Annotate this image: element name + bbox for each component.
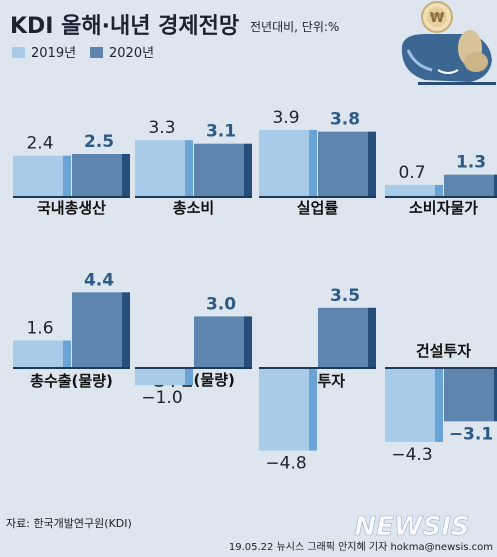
data-label: 2.4 xyxy=(26,134,53,154)
baseline xyxy=(13,367,130,369)
source-note: 자료: 한국개발연구원(KDI) xyxy=(6,517,132,530)
baseline xyxy=(135,196,252,198)
bar-side-2020년 xyxy=(122,292,130,368)
data-label: 2.5 xyxy=(84,132,114,152)
data-label: −3.1 xyxy=(449,424,493,444)
data-label: 3.0 xyxy=(206,294,236,314)
baseline xyxy=(13,196,130,198)
panel-title: 소비자물가 xyxy=(409,199,478,217)
bar-2020년 xyxy=(194,143,244,197)
panel-title: 국내총생산 xyxy=(37,199,106,217)
bar-2019년 xyxy=(13,155,63,197)
data-label: −4.8 xyxy=(265,454,306,474)
panel-6: 총수입(물량)−1.03.0 xyxy=(135,294,252,408)
legend-swatch-2019 xyxy=(12,47,25,58)
bar-side-2020년 xyxy=(244,316,252,368)
panel-title: 건설투자 xyxy=(416,342,471,360)
panel-7: 설비투자−4.83.5 xyxy=(259,286,376,474)
data-label: −1.0 xyxy=(141,388,182,408)
legend-swatch-2020 xyxy=(90,47,103,58)
page-subtitle: 전년대비, 단위:% xyxy=(250,20,339,34)
legend: 2019년 2020년 xyxy=(12,46,154,61)
bar-2020년 xyxy=(72,292,122,368)
bar-side-2020년 xyxy=(122,154,130,197)
data-label: 4.4 xyxy=(84,270,114,290)
bar-2019년 xyxy=(13,340,63,368)
bar-2019년 xyxy=(135,140,185,197)
bar-2020년 xyxy=(318,307,368,368)
bar-2019년 xyxy=(259,368,309,451)
baseline xyxy=(259,367,376,369)
graphic-credit: 19.05.22 뉴시스 그래픽 안지혜 기자 hokma@newsis.com xyxy=(229,541,493,553)
bar-side-2019년 xyxy=(63,155,71,197)
bar-side-2019년 xyxy=(309,368,317,451)
panel-2: 총소비 3.3 3.1 xyxy=(135,118,252,217)
bar-side-2019년 xyxy=(185,368,193,386)
bar-2019년 xyxy=(259,129,309,197)
baseline xyxy=(135,367,252,369)
data-label: 0.7 xyxy=(398,163,425,183)
bar-2020년 xyxy=(72,154,122,197)
baseline xyxy=(385,196,497,198)
bar-side-2020년 xyxy=(494,174,497,197)
panel-5: 총수출(물량) 1.6 4.4 xyxy=(13,270,130,390)
chart-panels: 국내총생산 2.4 2.5 총소비 3.3 3.1 실업률 3.9 3.8 소비자물가 0.7 1.3… xyxy=(13,108,497,474)
data-label: 3.8 xyxy=(330,110,360,130)
bar-side-2019년 xyxy=(435,368,443,442)
data-label: 3.9 xyxy=(272,108,299,128)
bar-2019년 xyxy=(385,368,435,442)
bar-2020년 xyxy=(194,316,244,368)
legend-label-2019: 2019년 xyxy=(31,46,76,61)
bar-2020년 xyxy=(318,131,368,197)
panel-title: 실업률 xyxy=(297,199,339,217)
bar-side-2020년 xyxy=(244,143,252,197)
data-label: −4.3 xyxy=(391,445,432,465)
newsis-watermark: NEWSIS xyxy=(354,512,469,542)
bar-side-2019년 xyxy=(435,184,443,197)
data-label: 3.3 xyxy=(148,118,175,138)
data-label: 1.3 xyxy=(456,153,486,173)
panel-8: 건설투자 −4.3 −3.1 xyxy=(385,342,497,465)
panel-title: 총소비 xyxy=(173,199,214,217)
bar-side-2019년 xyxy=(185,140,193,197)
panel-4: 소비자물가 0.7 1.3 xyxy=(385,153,497,217)
data-label: 1.6 xyxy=(26,318,53,338)
data-label: 3.5 xyxy=(330,286,360,306)
panel-1: 국내총생산 2.4 2.5 xyxy=(13,132,130,217)
baseline xyxy=(259,196,376,198)
legend-label-2020: 2020년 xyxy=(109,46,154,61)
bar-2020년 xyxy=(444,174,494,197)
panel-title: 총수출(물량) xyxy=(30,372,113,390)
bar-side-2020년 xyxy=(368,307,376,368)
bar-side-2020년 xyxy=(494,368,497,422)
bar-side-2020년 xyxy=(368,131,376,197)
bar-side-2019년 xyxy=(309,129,317,197)
panel-3: 실업률 3.9 3.8 xyxy=(259,108,376,217)
bar-2020년 xyxy=(444,368,494,422)
svg-text:₩: ₩ xyxy=(430,11,445,26)
page-title: KDI 올해·내년 경제전망 xyxy=(10,14,239,39)
piggy-bank-coin-icon: ₩ xyxy=(401,1,496,85)
data-label: 3.1 xyxy=(206,122,236,142)
bar-2019년 xyxy=(135,368,185,386)
baseline xyxy=(385,367,497,369)
bar-2019년 xyxy=(385,184,435,197)
bar-side-2019년 xyxy=(63,340,71,368)
